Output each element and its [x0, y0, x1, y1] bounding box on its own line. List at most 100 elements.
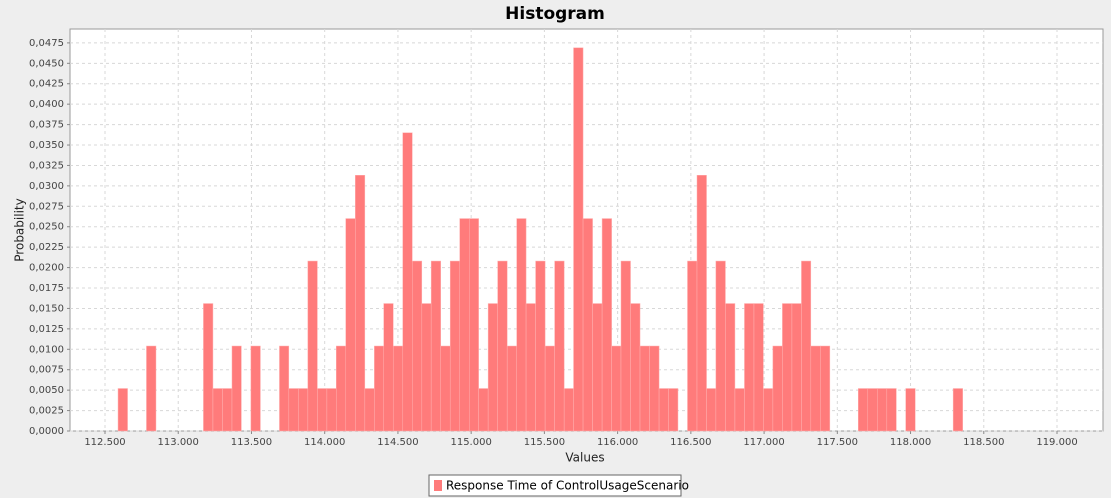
bar: [345, 218, 356, 432]
x-tick-label: 118.500: [963, 437, 1004, 448]
bar: [630, 303, 641, 432]
bar: [487, 303, 498, 432]
bar: [525, 303, 536, 432]
y-tick-label: 0,0450: [29, 58, 64, 69]
y-tick-label: 0,0425: [29, 79, 64, 90]
x-tick-label: 112.500: [84, 437, 125, 448]
y-tick-label: 0,0100: [29, 344, 64, 355]
y-tick-label: 0,0275: [29, 201, 64, 212]
bar: [772, 345, 783, 432]
bar: [421, 303, 432, 432]
x-tick-label: 118.000: [890, 437, 931, 448]
bar: [449, 260, 460, 432]
bar: [146, 345, 157, 432]
x-tick-label: 117.500: [817, 437, 858, 448]
legend: [428, 474, 682, 497]
bar: [820, 345, 831, 432]
bar: [867, 388, 878, 432]
y-tick-label: 0,0400: [29, 99, 64, 110]
bar: [611, 345, 622, 432]
bar: [620, 260, 631, 432]
bar: [440, 345, 451, 432]
bar: [317, 388, 328, 432]
bar: [563, 388, 574, 432]
bar: [326, 388, 337, 432]
bar: [706, 388, 717, 432]
bar: [535, 260, 546, 432]
bar: [687, 260, 698, 432]
bar: [877, 388, 888, 432]
y-tick-label: 0,0225: [29, 242, 64, 253]
y-tick-label: 0,0475: [29, 38, 64, 49]
x-tick-label: 116.000: [597, 437, 638, 448]
bar: [592, 303, 603, 432]
bar: [544, 345, 555, 432]
bar: [734, 388, 745, 432]
chart-title: Histogram: [505, 4, 605, 24]
x-axis-label: Values: [565, 451, 604, 465]
bar: [582, 218, 593, 432]
bar: [478, 388, 489, 432]
bar: [658, 388, 669, 432]
bar: [336, 345, 347, 432]
bar: [117, 388, 128, 432]
bar: [383, 303, 394, 432]
bar: [307, 260, 318, 432]
bar: [355, 175, 366, 432]
y-tick-label: 0,0150: [29, 303, 64, 314]
bar: [715, 260, 726, 432]
bar: [203, 303, 214, 432]
bar: [459, 218, 470, 432]
y-tick-label: 0,0050: [29, 385, 64, 396]
bar: [374, 345, 384, 432]
y-tick-label: 0,0350: [29, 140, 64, 151]
bar: [430, 260, 441, 432]
bar: [801, 260, 812, 432]
bar: [886, 388, 897, 432]
bar: [649, 345, 660, 432]
bar: [279, 345, 290, 432]
bar: [782, 303, 793, 432]
y-tick-label: 0,0200: [29, 263, 64, 274]
bar: [810, 345, 821, 432]
bar: [554, 260, 565, 432]
x-tick-label: 115.000: [450, 437, 491, 448]
x-tick-label: 113.000: [158, 437, 199, 448]
bar: [952, 388, 963, 432]
x-tick-label: 117.000: [743, 437, 784, 448]
bar: [639, 345, 650, 432]
bar: [231, 345, 242, 432]
y-axis-label: Probability: [13, 198, 27, 261]
x-tick-label: 114.000: [304, 437, 345, 448]
x-tick-label: 113.500: [231, 437, 272, 448]
x-tick-label: 114.500: [377, 437, 418, 448]
bar: [858, 388, 869, 432]
bar: [905, 388, 916, 432]
bar: [753, 303, 764, 432]
bar: [497, 260, 508, 432]
bar: [469, 218, 479, 432]
bar: [573, 47, 584, 432]
y-tick-label: 0,0000: [29, 426, 64, 437]
y-tick-label: 0,0125: [29, 324, 64, 335]
bar: [288, 388, 299, 432]
bar: [222, 388, 233, 432]
bar: [725, 303, 736, 432]
bar: [364, 388, 375, 432]
bar: [696, 175, 707, 432]
bar: [744, 303, 755, 432]
bar: [506, 345, 517, 432]
bar: [601, 218, 612, 432]
y-tick-label: 0,0025: [29, 406, 64, 417]
legend-label: Response Time of ControlUsageScenario: [446, 479, 689, 493]
y-tick-label: 0,0375: [29, 120, 64, 131]
x-tick-label: 119.000: [1036, 437, 1077, 448]
legend-swatch: [434, 480, 442, 491]
bar: [668, 388, 679, 432]
bar: [250, 345, 261, 432]
bar: [791, 303, 802, 432]
y-tick-label: 0,0300: [29, 181, 64, 192]
bar: [763, 388, 774, 432]
bar: [212, 388, 223, 432]
